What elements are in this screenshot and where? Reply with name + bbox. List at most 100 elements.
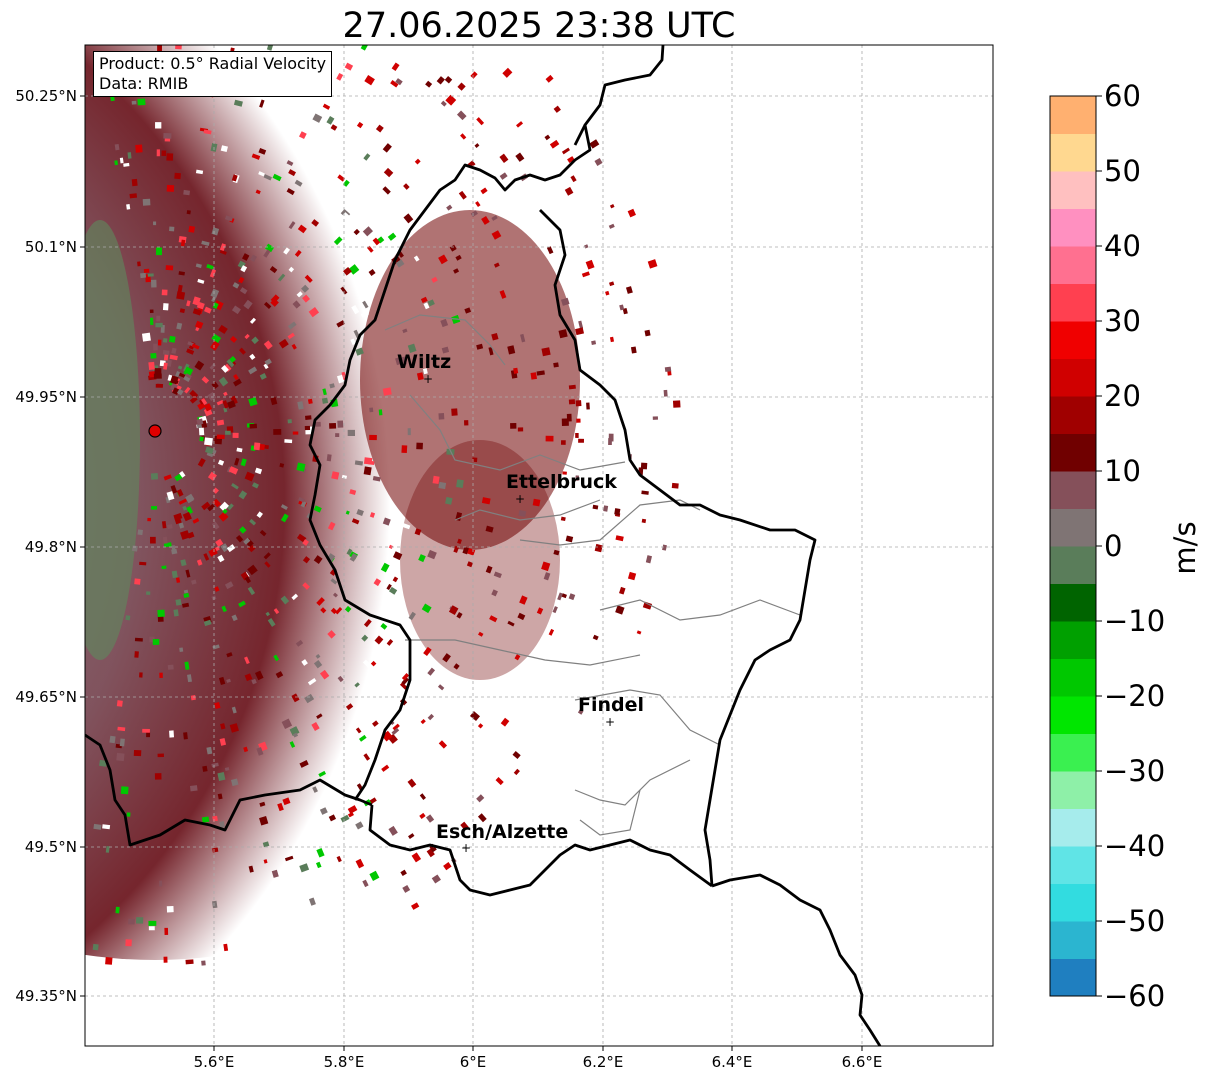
echo-pixel <box>477 723 484 729</box>
echo-pixel <box>331 471 340 480</box>
echo-pixel <box>247 564 258 576</box>
echo-pixel <box>630 346 637 354</box>
echo-pixel <box>259 99 265 108</box>
echo-pixel <box>302 582 310 590</box>
echo-pixel <box>105 846 110 853</box>
echo-pixel <box>212 815 218 822</box>
echo-pixel <box>149 317 154 325</box>
echo-pixel <box>195 263 202 269</box>
echo-pixel <box>517 427 524 432</box>
echo-pixel <box>363 457 373 465</box>
echo-pixel <box>258 171 265 177</box>
echo-pixel <box>622 307 628 315</box>
echo-pixel <box>481 497 491 505</box>
echo-pixel <box>561 593 567 599</box>
echo-pixel <box>135 917 144 924</box>
echo-pixel <box>315 653 321 659</box>
echo-pixel <box>263 363 269 370</box>
echo-pixel <box>664 366 672 372</box>
echo-pixel <box>355 347 364 356</box>
data-source-line: Data: RMIB <box>99 74 189 93</box>
echo-pixel <box>391 727 400 736</box>
echo-pixel <box>302 294 311 303</box>
echo-pixel <box>414 158 421 165</box>
echo-pixel <box>507 620 515 627</box>
echo-pixel <box>536 370 545 376</box>
echo-pixel <box>206 451 214 458</box>
echo-pixel <box>249 518 257 526</box>
echo-pixel <box>204 403 213 412</box>
echo-pixel <box>294 249 302 257</box>
colorbar-segment <box>1050 96 1096 134</box>
echo-pixel <box>203 407 213 417</box>
echo-pixel <box>344 605 352 613</box>
echo-pixel <box>92 943 99 951</box>
echo-pixel <box>162 303 169 311</box>
echo-pixel <box>363 153 371 161</box>
echo-pixel <box>219 243 227 252</box>
echo-pixel <box>316 847 325 858</box>
echo-pixel <box>211 333 222 344</box>
echo-pixel <box>139 672 143 678</box>
echo-pixel <box>248 865 254 873</box>
echo-pixel <box>518 510 527 518</box>
colorbar-segment <box>1050 133 1096 172</box>
echo-pixel <box>273 608 280 615</box>
echo-pixel <box>297 224 307 234</box>
echo-pixel <box>140 272 147 279</box>
echo-pixel <box>594 543 603 553</box>
colorbar-segment <box>1050 208 1096 247</box>
echo-pixel <box>294 179 303 187</box>
echo-pixel <box>591 340 597 345</box>
echo-pixel <box>568 399 576 405</box>
echo-pixel <box>243 299 253 310</box>
echo-pixel <box>328 814 337 822</box>
echo-pixel <box>302 556 311 564</box>
echo-pixel <box>137 529 143 536</box>
echo-pixel <box>546 246 554 255</box>
echo-pixel <box>169 354 178 361</box>
echo-pixel <box>362 879 369 888</box>
echo-pixel <box>605 290 610 296</box>
echo-pixel <box>336 320 346 328</box>
colorbar-tick-label: −50 <box>1104 904 1165 938</box>
echo-pixel <box>161 521 167 529</box>
echo-pixel <box>139 561 147 566</box>
echo-pixel <box>382 387 392 396</box>
echo-pixel <box>493 262 500 268</box>
echo-pixel <box>287 419 292 424</box>
echo-pixel <box>182 511 192 522</box>
echo-pixel <box>458 190 467 200</box>
echo-pixel <box>170 375 179 385</box>
echo-pixel <box>117 726 126 732</box>
echo-pixel <box>264 358 272 366</box>
echo-pixel <box>216 399 224 406</box>
border-be-fr <box>85 733 373 847</box>
echo-pixel <box>171 347 177 354</box>
echo-pixel <box>553 105 561 113</box>
echo-pixel <box>186 506 194 515</box>
lon-label: 6.4°E <box>712 1053 753 1071</box>
echo-pixel <box>155 322 163 328</box>
echo-pixel <box>223 363 232 373</box>
echo-pixel <box>153 343 158 351</box>
echo-pixel <box>329 423 337 429</box>
echo-pixel <box>142 198 151 206</box>
city-marker-icon: + <box>515 492 525 506</box>
echo-pixel <box>358 734 367 742</box>
echo-pixel <box>269 266 278 274</box>
echo-pixel <box>201 240 210 247</box>
echo-pixel <box>180 239 186 247</box>
echo-pixel <box>422 368 428 375</box>
echo-pixel <box>342 179 350 187</box>
echo-pixel <box>197 278 205 284</box>
colorbar-segment <box>1050 246 1096 284</box>
echo-pixel <box>420 296 428 304</box>
lon-label: 6.2°E <box>583 1053 624 1071</box>
echo-pixel <box>231 614 238 622</box>
echo-pixel <box>214 586 220 592</box>
echo-pixel <box>280 504 288 511</box>
lat-label: 50.1°N <box>25 238 77 256</box>
echo-pixel <box>362 226 373 237</box>
echo-pixel <box>223 391 228 397</box>
